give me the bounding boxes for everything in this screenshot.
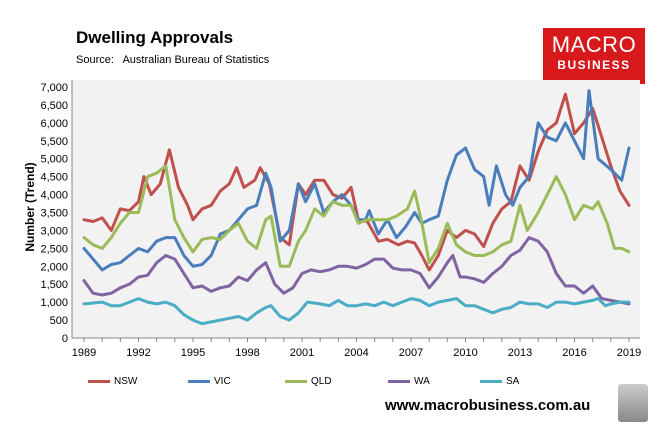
logo-line1: MACRO: [551, 32, 637, 57]
x-tick-label: 2004: [344, 347, 368, 359]
y-tick-label: 2,500: [40, 243, 68, 255]
x-tick-label: 1992: [126, 347, 150, 359]
y-tick-label: 0: [62, 333, 68, 345]
x-tick-label: 1998: [235, 347, 259, 359]
series-line-nsw: [82, 92, 631, 272]
x-tick-label: 2001: [290, 347, 314, 359]
legend-swatch: [285, 380, 307, 383]
series-line-qld: [82, 164, 631, 268]
y-tick-label: 4,000: [40, 190, 68, 202]
legend-swatch: [480, 380, 502, 383]
logo-line2: BUSINESS: [557, 58, 631, 72]
website-url[interactable]: www.macrobusiness.com.au: [385, 397, 591, 414]
x-tick-label: 2016: [562, 347, 586, 359]
legend-label: NSW: [114, 376, 138, 387]
y-tick-label: 6,000: [40, 118, 68, 130]
x-tick-label: 2013: [508, 347, 532, 359]
legend-label: QLD: [311, 376, 332, 387]
legend-item-qld: QLD: [285, 376, 332, 387]
y-tick-label: 3,000: [40, 225, 68, 237]
series-line-sa: [82, 297, 631, 326]
y-tick-label: 5,000: [40, 154, 68, 166]
x-tick-label: 1989: [72, 347, 96, 359]
legend-item-vic: VIC: [188, 376, 231, 387]
x-tick-label: 1995: [181, 347, 205, 359]
y-tick-label: 4,500: [40, 172, 68, 184]
wolf-logo-icon: [618, 384, 648, 422]
legend-swatch: [388, 380, 410, 383]
chart-source: Source: Australian Bureau of Statistics: [76, 54, 270, 66]
x-tick-label: 2010: [453, 347, 477, 359]
x-tick-label: 2007: [399, 347, 423, 359]
legend-swatch: [88, 380, 110, 383]
series-line-vic: [82, 89, 631, 272]
legend-item-sa: SA: [480, 376, 519, 387]
y-tick-label: 6,500: [40, 100, 68, 112]
y-tick-label: 500: [50, 315, 68, 327]
legend-label: WA: [414, 376, 430, 387]
y-tick-label: 5,500: [40, 136, 68, 148]
y-tick-label: 1,500: [40, 279, 68, 291]
legend-label: VIC: [214, 376, 231, 387]
legend-label: SA: [506, 376, 520, 387]
chart-title: Dwelling Approvals: [76, 28, 234, 47]
series-line-wa: [82, 236, 631, 306]
legend-swatch: [188, 380, 210, 383]
y-tick-label: 7,000: [40, 82, 68, 94]
y-tick-label: 1,000: [40, 297, 68, 309]
y-tick-label: 2,000: [40, 261, 68, 273]
y-tick-label: 3,500: [40, 208, 68, 220]
legend-item-wa: WA: [388, 376, 430, 387]
legend: NSW VIC QLD WA SA: [0, 376, 660, 392]
legend-item-nsw: NSW: [88, 376, 137, 387]
macrobusiness-logo: MACRO BUSINESS: [543, 28, 645, 84]
x-tick-label: 2019: [617, 347, 641, 359]
